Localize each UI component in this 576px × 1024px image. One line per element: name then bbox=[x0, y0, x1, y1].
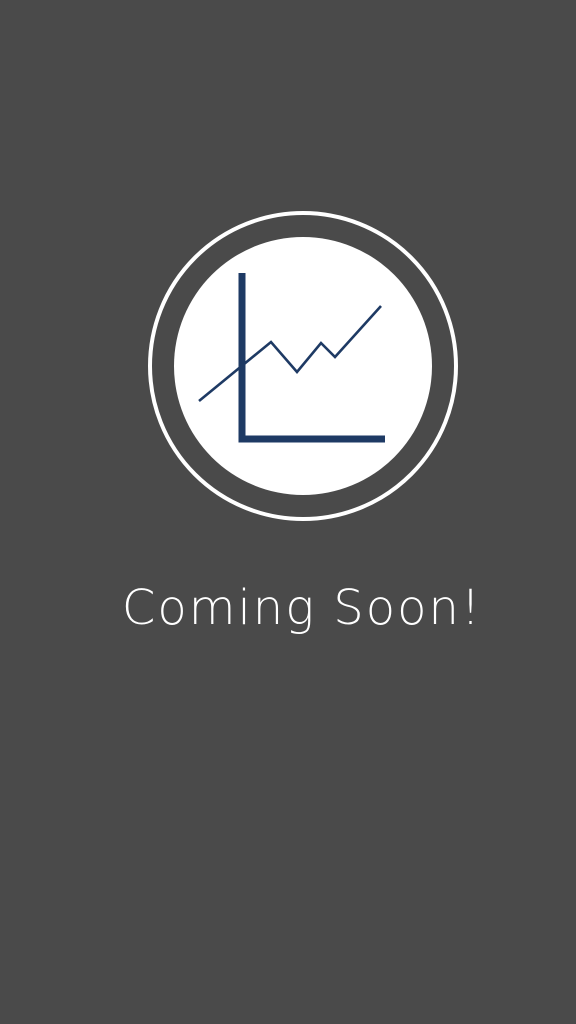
coming-soon-text: Coming Soon! bbox=[121, 580, 483, 636]
trend-line-icon bbox=[198, 305, 382, 403]
logo-outer-ring bbox=[148, 211, 458, 521]
line-chart-icon bbox=[148, 211, 458, 521]
chart-logo bbox=[147, 210, 459, 522]
chart-axes-icon bbox=[238, 273, 385, 443]
